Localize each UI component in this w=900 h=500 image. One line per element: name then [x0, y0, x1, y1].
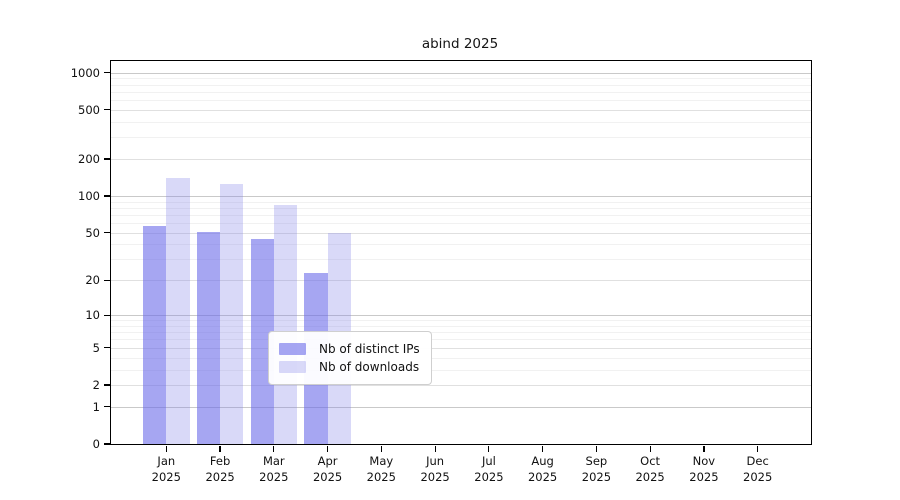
gridline-minor: [111, 201, 811, 203]
plot-area: 0 1 2 5 10 20 50 100 200 500 1000 Jan 2025 Feb 2025 M…: [71, 60, 812, 484]
x-axis-tick: [757, 446, 759, 452]
y-axis-tick: [104, 279, 110, 281]
gridline-major: [111, 159, 811, 160]
y-tick-label: 5: [92, 340, 100, 355]
y-tick-label: 0: [92, 437, 100, 451]
legend-item-label: Nb of downloads: [319, 360, 420, 374]
gridline-minor: [111, 339, 811, 341]
bar-downloads-feb: [220, 184, 244, 444]
gridline-major: [111, 109, 811, 111]
bar-downloads-mar: [273, 204, 298, 444]
y-axis-tick: [104, 314, 110, 316]
legend-item: Nb of downloads: [279, 359, 421, 375]
gridline-minor: [111, 357, 811, 359]
bar-distinct-ips-jan: [143, 225, 167, 444]
y-tick-label: 20: [85, 273, 100, 288]
x-axis-tick: [219, 446, 221, 452]
gridline-minor: [111, 223, 811, 225]
gridline-minor: [111, 325, 811, 327]
x-axis-tick: [542, 446, 544, 452]
y-tick-label: 100: [78, 189, 100, 203]
y-tick-label: 1000: [70, 65, 100, 80]
x-axis-tick: [649, 446, 651, 452]
gridline-major: [111, 196, 811, 197]
x-tick-label: May 2025: [366, 454, 396, 484]
gridline-major: [111, 315, 811, 317]
gridline-minor: [111, 78, 811, 80]
x-axis-tick: [380, 446, 382, 452]
x-tick-label: Feb 2025: [205, 454, 235, 484]
x-axis-tick: [326, 446, 329, 452]
bar-distinct-ips-mar: [250, 239, 274, 444]
x-tick-label: Dec 2025: [743, 454, 773, 484]
gridline-major: [111, 280, 811, 282]
y-tick-label: 10: [85, 308, 100, 323]
x-tick-label: Jul 2025: [474, 454, 504, 484]
legend-item-label: Nb of distinct IPs: [319, 342, 420, 356]
y-axis-tick: [104, 72, 110, 74]
bar-downloads-jan: [166, 178, 190, 444]
gridline-minor: [111, 369, 811, 371]
x-axis-tick: [434, 446, 436, 452]
gridline-minor: [111, 320, 811, 322]
gridline-minor: [111, 137, 811, 139]
x-axis-tick: [488, 446, 490, 452]
legend: Nb of distinct IPs Nb of downloads: [268, 331, 432, 385]
y-tick-label: 500: [78, 102, 100, 117]
x-axis-tick: [595, 446, 597, 452]
y-axis-tick: [104, 109, 110, 111]
y-tick-label: 1: [92, 399, 100, 414]
y-axis-tick: [104, 443, 110, 445]
x-tick-label: Apr 2025: [312, 454, 343, 484]
x-axis-tick: [703, 446, 705, 452]
y-axis-tick: [104, 158, 110, 160]
y-axis-tick: [104, 232, 110, 234]
gridline-minor: [111, 91, 811, 93]
x-tick-label: Oct 2025: [635, 454, 665, 484]
gridline-minor: [111, 84, 811, 86]
gridline-major: [111, 72, 811, 74]
legend-swatch: [279, 343, 306, 355]
y-tick-label: 200: [78, 152, 100, 166]
gridline-major: [111, 347, 811, 349]
gridline-minor: [111, 214, 811, 216]
gridline-minor: [111, 121, 811, 123]
x-axis-tick: [165, 446, 167, 452]
y-axis-tick: [104, 406, 110, 408]
x-tick-label: Jun 2025: [420, 454, 450, 484]
x-tick-label: Mar 2025: [259, 454, 289, 484]
legend-item: Nb of distinct IPs: [279, 341, 421, 357]
bar-distinct-ips-feb: [196, 231, 221, 444]
y-tick-label: 2: [92, 378, 100, 392]
x-tick-label: Aug 2025: [527, 454, 558, 484]
y-axis-tick: [104, 195, 110, 197]
gridline-minor: [111, 332, 811, 334]
gridline-major: [111, 232, 811, 234]
gridline-minor: [111, 244, 811, 246]
gridline-major: [111, 406, 811, 408]
gridline-minor: [111, 100, 811, 102]
gridline-minor: [111, 207, 811, 209]
y-axis-tick: [104, 384, 110, 386]
chart-title: abind 2025: [421, 36, 499, 52]
x-tick-label: Jan 2025: [151, 454, 181, 484]
legend-swatch: [279, 361, 306, 373]
y-axis-tick: [104, 347, 110, 349]
gridline-major: [111, 385, 811, 386]
x-axis-tick: [273, 446, 275, 452]
y-tick-label: 50: [85, 225, 100, 240]
gridline-minor: [111, 259, 811, 261]
x-tick-label: Sep 2025: [581, 454, 612, 484]
x-tick-label: Nov 2025: [689, 454, 719, 484]
